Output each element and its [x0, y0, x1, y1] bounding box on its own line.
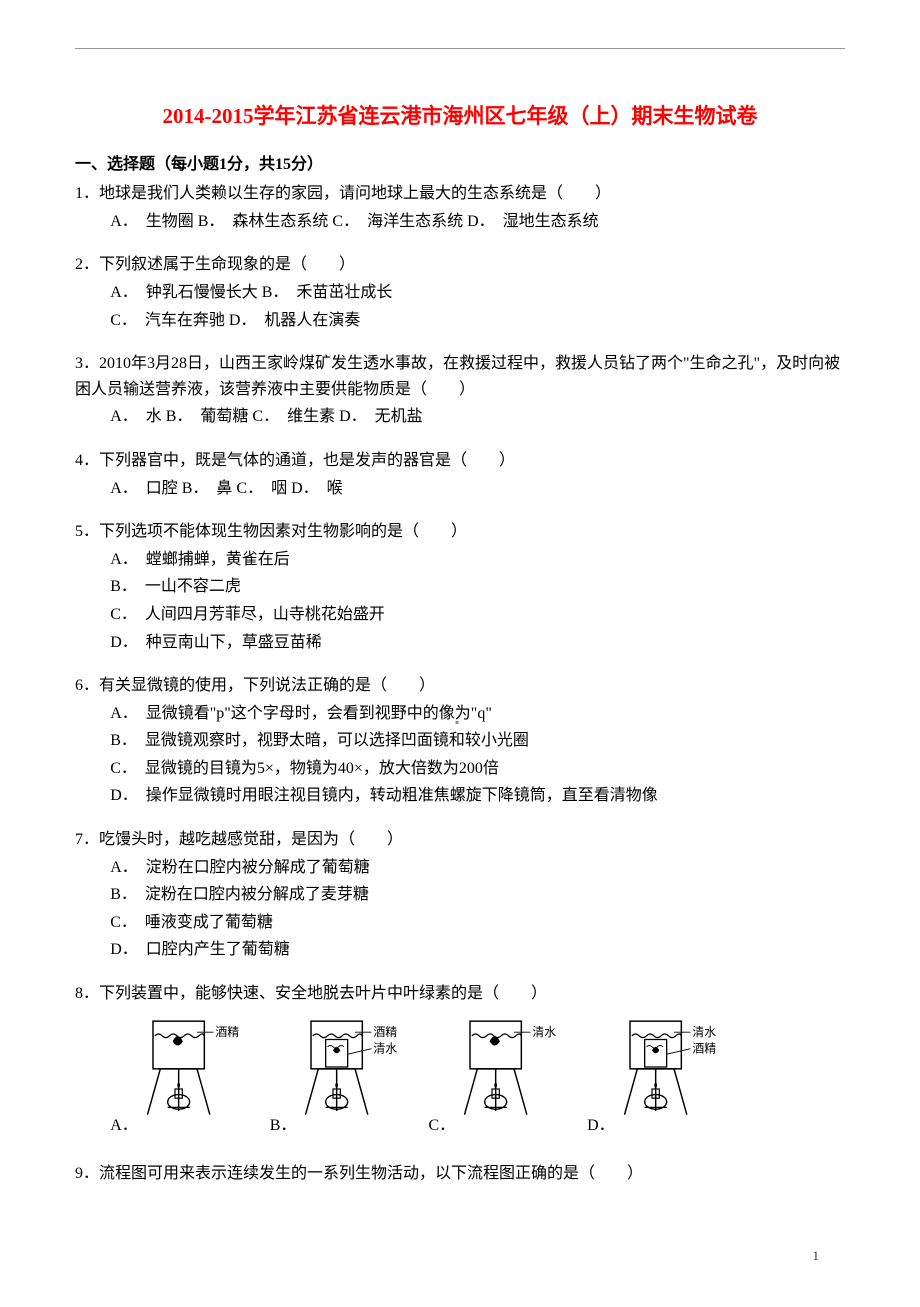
option-line: D． 种豆南山下，草盛豆苗稀: [110, 630, 845, 656]
svg-text:清水: 清水: [692, 1024, 716, 1038]
question-options: A． 水 B． 葡萄糖 C． 维生素 D． 无机盐: [75, 404, 845, 430]
figure-option-C: C． 清水: [428, 1013, 569, 1143]
option-line: A． 螳螂捕蝉，黄雀在后: [110, 547, 845, 573]
question-text: 2．下列叙述属于生命现象的是（ ）: [75, 252, 845, 278]
option-line: D． 口腔内产生了葡萄糖: [110, 937, 845, 963]
question-5: 5．下列选项不能体现生物因素对生物影响的是（ ）A． 螳螂捕蝉，黄雀在后B． 一…: [75, 519, 845, 655]
apparatus-diagram: 清水: [459, 1013, 569, 1143]
question-2: 2．下列叙述属于生命现象的是（ ）A． 钟乳石慢慢长大 B． 禾苗茁壮成长C． …: [75, 252, 845, 333]
svg-text:酒精: 酒精: [215, 1024, 239, 1038]
figure-options: A．酒精B．酒精清水C．清水D．清水酒精: [75, 1013, 845, 1143]
figure-option-D: D．清水酒精: [587, 1013, 729, 1143]
apparatus-diagram: 酒精清水: [300, 1013, 410, 1143]
question-text: 1．地球是我们人类赖以生存的家园，请问地球上最大的生态系统是（ ）: [75, 181, 845, 207]
option-line: A． 口腔 B． 鼻 C． 咽 D． 喉: [110, 476, 845, 502]
question-text: 6．有关显微镜的使用，下列说法正确的是（ ）: [75, 673, 845, 699]
apparatus-diagram: 清水酒精: [619, 1013, 729, 1143]
option-line: A． 显微镜看"p"这个字母时，会看到视野中的像为"q": [110, 701, 845, 727]
option-line: C． 唾液变成了葡萄糖: [110, 910, 845, 936]
question-7: 7．吃馒头时，越吃越感觉甜，是因为（ ）A． 淀粉在口腔内被分解成了葡萄糖B． …: [75, 827, 845, 963]
option-line: C． 汽车在奔驰 D． 机器人在演奏: [110, 308, 845, 334]
exam-page: 2014-2015学年江苏省连云港市海州区七年级（上）期末生物试卷 一、选择题（…: [0, 0, 920, 1307]
question-options: A． 口腔 B． 鼻 C． 咽 D． 喉: [75, 476, 845, 502]
question-options: A． 淀粉在口腔内被分解成了葡萄糖B． 淀粉在口腔内被分解成了麦芽糖C． 唾液变…: [75, 855, 845, 963]
center-dot: ▪: [455, 715, 459, 730]
question-options: A． 生物圈 B． 森林生态系统 C． 海洋生态系统 D． 湿地生态系统: [75, 209, 845, 235]
option-line: C． 人间四月芳菲尽，山寺桃花始盛开: [110, 602, 845, 628]
question-4: 4．下列器官中，既是气体的通道，也是发声的器官是（ ）A． 口腔 B． 鼻 C．…: [75, 448, 845, 501]
question-text: 5．下列选项不能体现生物因素对生物影响的是（ ）: [75, 519, 845, 545]
apparatus-diagram: 酒精: [142, 1013, 252, 1143]
figure-option-A: A． 酒精: [110, 1013, 252, 1143]
question-6: 6．有关显微镜的使用，下列说法正确的是（ ）A． 显微镜看"p"这个字母时，会看…: [75, 673, 845, 809]
svg-text:酒精: 酒精: [374, 1024, 398, 1038]
question-text: 3．2010年3月28日，山西王家岭煤矿发生透水事故，在救援过程中，救援人员钻了…: [75, 351, 845, 402]
option-line: B． 显微镜观察时，视野太暗，可以选择凹面镜和较小光圈: [110, 728, 845, 754]
header-rule: [75, 48, 845, 49]
page-number: 1: [75, 1246, 845, 1267]
option-line: B． 淀粉在口腔内被分解成了麦芽糖: [110, 882, 845, 908]
question-9: 9．流程图可用来表示连续发生的一系列生物活动，以下流程图正确的是（ ）: [75, 1161, 845, 1187]
question-options: A． 螳螂捕蝉，黄雀在后B． 一山不容二虎C． 人间四月芳菲尽，山寺桃花始盛开D…: [75, 547, 845, 655]
question-8: 8．下列装置中，能够快速、安全地脱去叶片中叶绿素的是（ ）A．酒精B．酒精清水C…: [75, 981, 845, 1143]
exam-title: 2014-2015学年江苏省连云港市海州区七年级（上）期末生物试卷: [75, 100, 845, 134]
question-3: 3．2010年3月28日，山西王家岭煤矿发生透水事故，在救援过程中，救援人员钻了…: [75, 351, 845, 430]
option-line: A． 生物圈 B． 森林生态系统 C． 海洋生态系统 D． 湿地生态系统: [110, 209, 845, 235]
question-options: A． 显微镜看"p"这个字母时，会看到视野中的像为"q"B． 显微镜观察时，视野…: [75, 701, 845, 809]
option-line: D． 操作显微镜时用眼注视目镜内，转动粗准焦螺旋下降镜筒，直至看清物像: [110, 783, 845, 809]
questions-container: 1．地球是我们人类赖以生存的家园，请问地球上最大的生态系统是（ ）A． 生物圈 …: [75, 181, 845, 1186]
question-text: 7．吃馒头时，越吃越感觉甜，是因为（ ）: [75, 827, 845, 853]
option-line: A． 钟乳石慢慢长大 B． 禾苗茁壮成长: [110, 280, 845, 306]
svg-text:清水: 清水: [374, 1041, 398, 1055]
svg-text:酒精: 酒精: [692, 1041, 716, 1055]
figure-option-B: B．酒精清水: [270, 1013, 411, 1143]
question-text: 4．下列器官中，既是气体的通道，也是发声的器官是（ ）: [75, 448, 845, 474]
section-header: 一、选择题（每小题1分，共15分）: [75, 152, 845, 178]
option-line: A． 淀粉在口腔内被分解成了葡萄糖: [110, 855, 845, 881]
figure-label: B．: [270, 1113, 297, 1139]
option-line: C． 显微镜的目镜为5×，物镜为40×，放大倍数为200倍: [110, 756, 845, 782]
svg-text:清水: 清水: [532, 1024, 556, 1038]
figure-label: C．: [428, 1113, 455, 1139]
figure-label: A．: [110, 1113, 138, 1139]
question-1: 1．地球是我们人类赖以生存的家园，请问地球上最大的生态系统是（ ）A． 生物圈 …: [75, 181, 845, 234]
question-options: A． 钟乳石慢慢长大 B． 禾苗茁壮成长C． 汽车在奔驰 D． 机器人在演奏: [75, 280, 845, 333]
figure-label: D．: [587, 1113, 615, 1139]
question-text: 9．流程图可用来表示连续发生的一系列生物活动，以下流程图正确的是（ ）: [75, 1161, 845, 1187]
question-text: 8．下列装置中，能够快速、安全地脱去叶片中叶绿素的是（ ）: [75, 981, 845, 1007]
option-line: B． 一山不容二虎: [110, 574, 845, 600]
option-line: A． 水 B． 葡萄糖 C． 维生素 D． 无机盐: [110, 404, 845, 430]
